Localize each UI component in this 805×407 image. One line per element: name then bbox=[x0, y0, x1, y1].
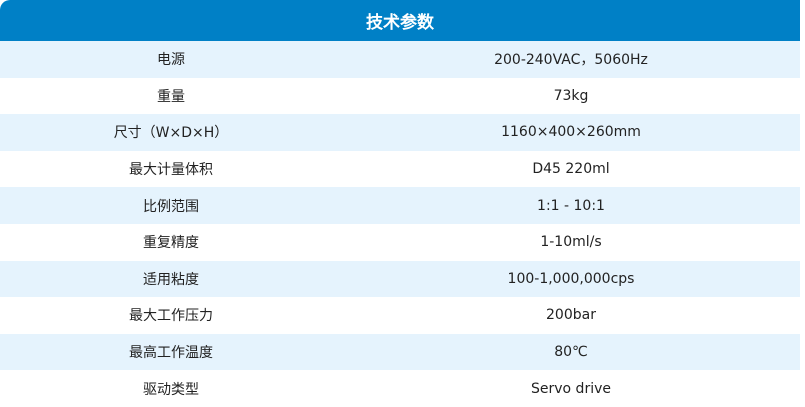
table-row: 最大计量体积 D45 220ml bbox=[0, 150, 800, 188]
table-body: 电源 200-240VAC，5060Hz 重量 73kg 尺寸（W×D×H） 1160×4… bbox=[0, 41, 800, 407]
param-value: 200bar bbox=[546, 307, 596, 324]
param-label: 重量 bbox=[157, 88, 185, 105]
table-row: 尺寸（W×D×H） 1160×400×260mm bbox=[0, 114, 800, 151]
table-row: 重复精度 1-10ml/s bbox=[0, 223, 800, 261]
param-label: 最高工作温度 bbox=[129, 345, 213, 362]
param-label: 电源 bbox=[157, 52, 185, 69]
table-title: 技术参数 bbox=[0, 0, 800, 41]
table-row: 最高工作温度 80℃ bbox=[0, 333, 800, 371]
param-value: D45 220ml bbox=[532, 161, 610, 178]
param-label: 尺寸（W×D×H） bbox=[113, 125, 229, 142]
param-label: 比例范围 bbox=[143, 198, 199, 215]
param-label: 适用粘度 bbox=[143, 271, 199, 288]
param-value: 1:1 - 10:1 bbox=[537, 197, 605, 214]
param-label: 最大工作压力 bbox=[129, 308, 213, 325]
table-row: 电源 200-240VAC，5060Hz bbox=[0, 41, 800, 78]
param-value: 73kg bbox=[553, 87, 589, 104]
table-row: 比例范围 1:1 - 10:1 bbox=[0, 187, 800, 224]
param-value: 200-240VAC，5060Hz bbox=[494, 52, 648, 69]
param-value: 1-10ml/s bbox=[540, 234, 602, 251]
param-label: 最大计量体积 bbox=[129, 162, 213, 179]
table-row: 重量 73kg bbox=[0, 77, 800, 115]
param-value: 1160×400×260mm bbox=[501, 124, 641, 141]
param-value: 80℃ bbox=[554, 344, 588, 361]
table-row: 最大工作压力 200bar bbox=[0, 297, 800, 334]
param-value: Servo drive bbox=[531, 380, 611, 397]
param-value: 100-1,000,000cps bbox=[507, 270, 635, 287]
table-row: 适用粘度 100-1,000,000cps bbox=[0, 260, 800, 298]
table-row: 驱动类型 Servo drive bbox=[0, 370, 800, 407]
param-label: 重复精度 bbox=[143, 235, 199, 252]
param-label: 驱动类型 bbox=[143, 381, 199, 398]
